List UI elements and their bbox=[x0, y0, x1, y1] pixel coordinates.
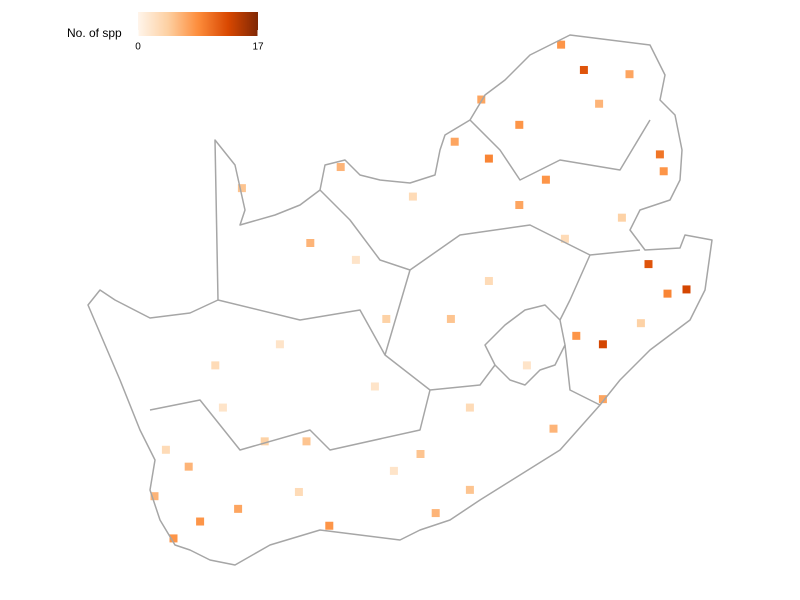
cell bbox=[484, 154, 493, 163]
cell bbox=[598, 340, 607, 349]
cell bbox=[351, 255, 360, 264]
cell bbox=[625, 70, 634, 79]
cell bbox=[218, 403, 227, 412]
cell bbox=[306, 239, 315, 247]
cell bbox=[431, 509, 440, 518]
cell bbox=[465, 403, 474, 412]
cell bbox=[655, 150, 664, 159]
cell bbox=[598, 395, 607, 404]
cell bbox=[465, 485, 474, 494]
cell bbox=[161, 445, 170, 454]
cell bbox=[515, 120, 524, 129]
cell bbox=[302, 437, 311, 446]
cell bbox=[275, 340, 284, 349]
cell bbox=[325, 521, 334, 530]
cell bbox=[659, 167, 668, 176]
cell bbox=[541, 175, 550, 184]
cell bbox=[196, 517, 205, 526]
cell bbox=[636, 319, 645, 328]
cell bbox=[682, 285, 691, 294]
cell bbox=[169, 534, 178, 543]
legend-title: No. of spp bbox=[67, 26, 122, 40]
cell bbox=[237, 184, 246, 193]
province-border bbox=[149, 119, 651, 451]
cell bbox=[644, 260, 653, 269]
colorbar-label: 17 bbox=[252, 42, 264, 53]
country-border bbox=[87, 34, 713, 566]
colorbar bbox=[138, 12, 258, 36]
cell bbox=[450, 137, 459, 146]
cell bbox=[515, 201, 524, 210]
cell bbox=[560, 234, 569, 243]
cell bbox=[549, 424, 558, 433]
cell bbox=[477, 95, 486, 104]
cell bbox=[484, 276, 493, 285]
cell bbox=[416, 450, 425, 458]
cell bbox=[294, 487, 303, 496]
cell-layer bbox=[150, 40, 691, 543]
cell bbox=[184, 462, 193, 471]
cell bbox=[150, 492, 159, 501]
cell bbox=[572, 331, 581, 340]
cell bbox=[617, 213, 626, 222]
cell bbox=[336, 163, 345, 172]
lesotho-border bbox=[484, 304, 566, 386]
colorbar-label: 0 bbox=[135, 42, 141, 53]
cell bbox=[446, 314, 455, 323]
legend: 0 17 bbox=[135, 30, 264, 53]
cell bbox=[408, 192, 417, 201]
cell bbox=[389, 466, 398, 475]
cell bbox=[579, 65, 588, 74]
cell bbox=[382, 314, 391, 323]
cell bbox=[557, 40, 566, 49]
cell bbox=[522, 361, 531, 370]
cell bbox=[595, 99, 604, 108]
cell bbox=[260, 437, 269, 446]
cell bbox=[234, 504, 243, 513]
cell bbox=[211, 361, 220, 370]
cell bbox=[370, 382, 379, 391]
cell bbox=[663, 289, 672, 298]
